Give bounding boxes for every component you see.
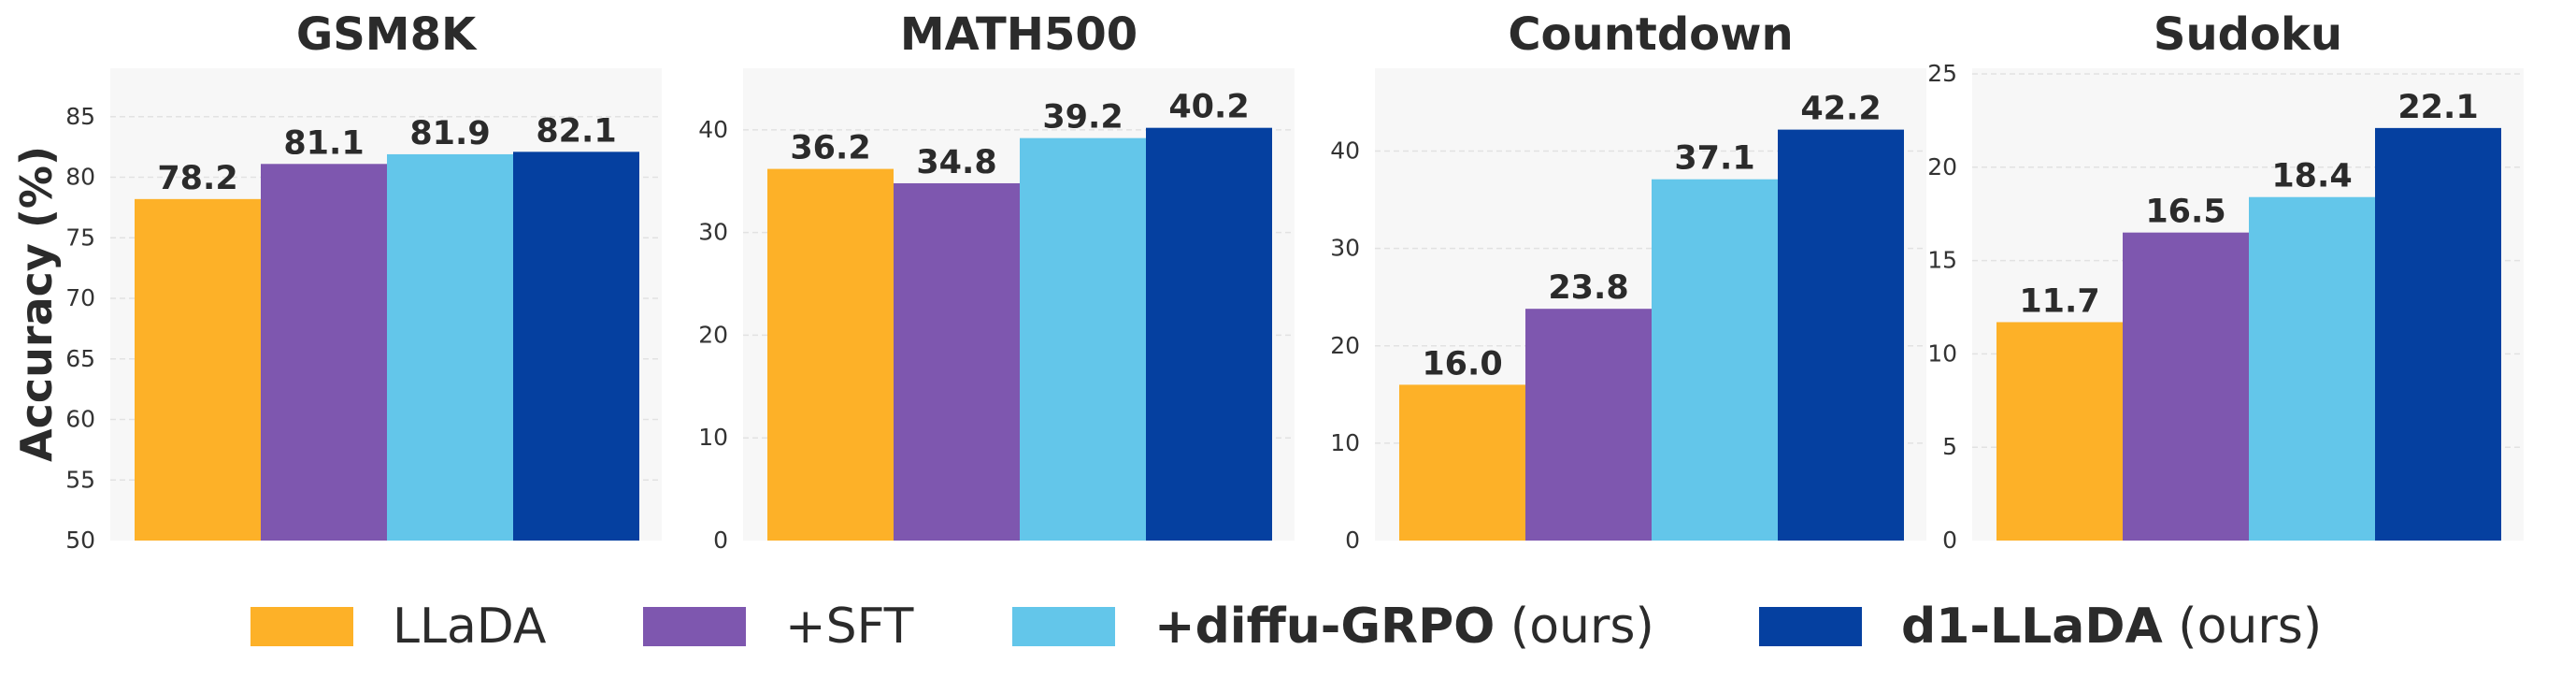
bar-value-label-gsm8k-d1: 82.1: [536, 112, 616, 150]
bar-value-label-math500-sft: 34.8: [916, 144, 996, 181]
y-tick-label-countdown: 30: [1330, 235, 1360, 262]
y-tick-label-gsm8k: 50: [65, 527, 95, 554]
y-tick-label-math500: 40: [698, 116, 728, 143]
bar-value-label-sudoku-llada: 11.7: [2019, 282, 2099, 320]
bar-countdown-sft: [1525, 309, 1652, 541]
legend-item-sft: +SFT: [643, 599, 914, 655]
bar-sudoku-d1: [2375, 127, 2501, 541]
y-tick-label-sudoku: 15: [1927, 247, 1957, 274]
y-tick-label-countdown: 0: [1345, 527, 1360, 554]
bar-sudoku-grpo: [2249, 196, 2375, 541]
y-tick-label-gsm8k: 75: [65, 224, 95, 251]
bar-countdown-llada: [1399, 384, 1525, 541]
y-tick-label-gsm8k: 60: [65, 406, 95, 433]
y-tick-label-gsm8k: 85: [65, 103, 95, 130]
bar-gsm8k-llada: [135, 198, 261, 541]
y-tick-label-math500: 0: [713, 527, 728, 554]
bar-math500-sft: [894, 182, 1020, 541]
legend-label-llada: LLaDA: [393, 599, 547, 655]
legend-swatch-d1-llada: [1759, 607, 1862, 646]
bar-math500-llada: [767, 168, 894, 541]
bar-math500-d1: [1146, 127, 1272, 541]
legend-suffix-d1-llada: (ours): [2178, 599, 2323, 655]
panel-math500: MATH500 0 10 20 30 40 36.2 34.8 39.2 40.2: [698, 8, 1295, 554]
y-tick-label-sudoku: 5: [1942, 433, 1957, 460]
bar-value-label-sudoku-grpo: 18.4: [2271, 158, 2352, 195]
panel-title-countdown: Countdown: [1508, 8, 1793, 61]
y-tick-label-sudoku: 20: [1927, 153, 1957, 180]
y-tick-label-math500: 10: [698, 424, 728, 451]
y-tick-label-math500: 30: [698, 219, 728, 246]
panel-title-gsm8k: GSM8K: [296, 8, 478, 61]
bar-gsm8k-sft: [261, 164, 387, 541]
y-tick-label-math500: 20: [698, 321, 728, 348]
panel-gsm8k: GSM8K 50 55 60 65 70 75 80 85 78.2 81.1 81.9 82.1: [65, 8, 662, 554]
bar-value-label-countdown-sft: 23.8: [1548, 269, 1628, 307]
y-tick-label-sudoku: 0: [1942, 527, 1957, 554]
legend-label-diffu-grpo: +diffu-GRPO (ours): [1154, 599, 1654, 655]
legend-item-d1-llada: d1-LLaDA (ours): [1759, 599, 2322, 655]
chart-legend: LLaDA +SFT +diffu-GRPO (ours) d1-LLaDA (…: [0, 580, 2576, 673]
bar-value-label-math500-grpo: 39.2: [1042, 99, 1123, 137]
panel-title-sudoku: Sudoku: [2154, 8, 2342, 61]
panel-countdown: Countdown 0 10 20 30 40 16.0 23.8 37.1 42.2: [1330, 8, 1926, 554]
bar-value-label-gsm8k-grpo: 81.9: [409, 115, 490, 152]
bar-sudoku-llada: [1996, 322, 2123, 541]
legend-item-diffu-grpo: +diffu-GRPO (ours): [1012, 599, 1654, 655]
bar-value-label-countdown-d1: 42.2: [1800, 91, 1881, 128]
legend-swatch-sft: [643, 607, 746, 646]
legend-name-d1-llada: d1-LLaDA: [1901, 599, 2163, 655]
y-tick-label-sudoku: 25: [1927, 60, 1957, 87]
y-tick-label-gsm8k: 80: [65, 164, 95, 191]
bar-countdown-grpo: [1652, 179, 1778, 541]
bar-value-label-sudoku-d1: 22.1: [2397, 89, 2478, 126]
bar-value-label-countdown-grpo: 37.1: [1674, 140, 1754, 178]
y-tick-label-countdown: 20: [1330, 332, 1360, 359]
y-tick-label-gsm8k: 70: [65, 284, 95, 311]
bar-value-label-gsm8k-sft: 81.1: [283, 124, 364, 162]
y-tick-label-gsm8k: 55: [65, 466, 95, 493]
bar-gsm8k-d1: [513, 152, 639, 541]
legend-label-d1-llada: d1-LLaDA (ours): [1901, 599, 2322, 655]
bar-gsm8k-grpo: [387, 153, 513, 541]
y-tick-label-countdown: 40: [1330, 137, 1360, 165]
legend-swatch-diffu-grpo: [1012, 607, 1115, 646]
panel-sudoku: Sudoku 0 5 10 15 20 25 11.7 16.5 18.4 22.1: [1927, 8, 2524, 554]
legend-label-sft: +SFT: [785, 599, 914, 655]
y-tick-label-countdown: 10: [1330, 429, 1360, 456]
bar-value-label-gsm8k-llada: 78.2: [157, 160, 237, 197]
legend-swatch-llada: [250, 607, 353, 646]
bar-value-label-math500-llada: 36.2: [790, 130, 870, 167]
bar-math500-grpo: [1020, 137, 1146, 541]
bar-value-label-sudoku-sft: 16.5: [2145, 194, 2225, 231]
panel-title-math500: MATH500: [900, 8, 1138, 61]
bar-value-label-countdown-llada: 16.0: [1422, 345, 1502, 383]
bar-countdown-d1: [1778, 129, 1904, 541]
legend-name-diffu-grpo: +diffu-GRPO: [1154, 599, 1496, 655]
y-axis-label: Accuracy (%): [11, 146, 62, 462]
bar-value-label-math500-d1: 40.2: [1168, 89, 1249, 126]
legend-suffix-diffu-grpo: (ours): [1510, 599, 1654, 655]
y-tick-label-gsm8k: 65: [65, 345, 95, 372]
legend-item-llada: LLaDA: [250, 599, 547, 655]
bar-sudoku-sft: [2123, 232, 2249, 541]
y-tick-label-sudoku: 10: [1927, 339, 1957, 367]
